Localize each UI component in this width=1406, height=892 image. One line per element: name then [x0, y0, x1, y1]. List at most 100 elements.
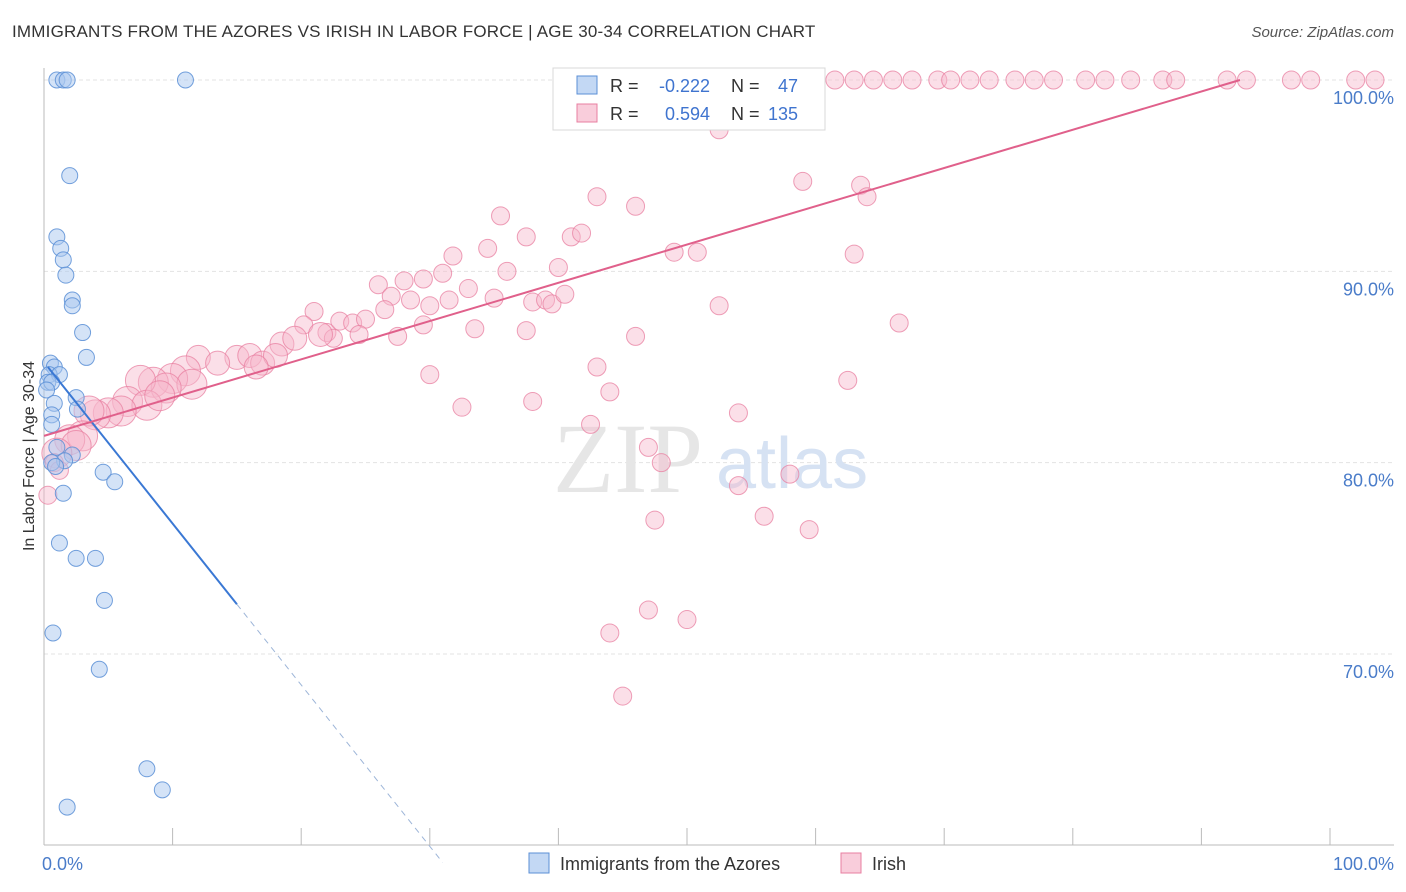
y-tick-label: 100.0%: [1333, 88, 1394, 108]
irish-point: [587, 187, 607, 207]
irish-point: [587, 357, 607, 377]
azores-point: [74, 324, 92, 342]
irish-point: [1281, 70, 1301, 90]
irish-point: [626, 326, 646, 346]
y-tick-label: 80.0%: [1343, 471, 1394, 491]
axes: [43, 68, 1394, 846]
irish-point: [793, 171, 813, 191]
x-tick-label-max: 100.0%: [1333, 854, 1394, 874]
irish-point: [433, 263, 453, 283]
irish-trend-line: [43, 79, 1241, 437]
azores-point: [58, 71, 76, 89]
x-tick-labels: 0.0% 100.0%: [42, 854, 1394, 874]
irish-point: [883, 70, 903, 90]
watermark-zip: ZIP: [553, 403, 703, 514]
irish-point: [838, 370, 858, 390]
legend-r-label-irish: R =: [610, 104, 639, 124]
irish-point: [709, 296, 729, 316]
irish-point: [799, 520, 819, 540]
irish-point: [626, 196, 646, 216]
azores-point: [57, 266, 75, 284]
watermark-atlas: atlas: [716, 424, 868, 504]
irish-point: [205, 350, 231, 376]
irish-point: [651, 453, 671, 473]
azores-point: [67, 549, 85, 567]
irish-point: [844, 70, 864, 90]
azores-point: [48, 438, 66, 456]
bottom-legend: Immigrants from the Azores Irish: [528, 852, 906, 874]
chart-source: Source: ZipAtlas.com: [1251, 24, 1394, 41]
irish-point: [825, 70, 845, 90]
azores-point: [176, 71, 194, 89]
irish-point: [548, 258, 568, 278]
azores-point: [58, 798, 76, 816]
irish-point: [1095, 70, 1115, 90]
azores-point: [68, 400, 86, 418]
azores-points: [38, 71, 194, 816]
chart-title: IMMIGRANTS FROM THE AZORES VS IRISH IN L…: [12, 22, 816, 41]
legend-swatch-azores: [576, 75, 598, 95]
legend: R = -0.222 N = 47 R = 0.594 N = 135: [552, 67, 826, 131]
irish-point: [754, 506, 774, 526]
azores-point: [47, 457, 65, 475]
azores-point: [106, 473, 124, 491]
irish-point: [941, 70, 961, 90]
azores-point: [94, 463, 112, 481]
azores-point: [77, 348, 95, 366]
irish-point: [516, 321, 536, 341]
watermark: ZIP atlas: [553, 403, 868, 514]
azores-point: [43, 415, 61, 433]
irish-point: [600, 623, 620, 643]
irish-point: [677, 610, 697, 630]
irish-point: [394, 271, 414, 291]
irish-point: [157, 362, 189, 394]
bottom-legend-label-irish: Irish: [872, 854, 906, 874]
azores-point: [38, 381, 56, 399]
irish-point: [844, 244, 864, 264]
irish-point: [1166, 70, 1186, 90]
legend-n-label-irish: N =: [731, 104, 760, 124]
azores-point: [86, 549, 104, 567]
irish-point: [176, 368, 208, 400]
azores-point: [54, 251, 72, 269]
irish-point: [863, 70, 883, 90]
irish-point: [349, 324, 369, 344]
azores-point: [95, 591, 113, 609]
irish-point: [555, 284, 575, 304]
irish-point: [600, 382, 620, 402]
irish-points: [38, 70, 1385, 706]
azores-point: [61, 167, 79, 185]
irish-point: [728, 476, 748, 496]
irish-point: [902, 70, 922, 90]
legend-r-value-azores: -0.222: [659, 76, 710, 96]
irish-point: [38, 485, 58, 505]
azores-trend-line: [47, 366, 238, 605]
irish-point: [243, 354, 269, 380]
irish-point: [1301, 70, 1321, 90]
irish-point: [443, 246, 463, 266]
irish-point: [1044, 70, 1064, 90]
irish-point: [645, 510, 665, 530]
irish-point: [638, 437, 658, 457]
irish-point: [413, 269, 433, 289]
irish-point: [1024, 70, 1044, 90]
irish-point: [1076, 70, 1096, 90]
irish-point: [581, 414, 601, 434]
irish-point: [960, 70, 980, 90]
irish-point: [401, 290, 421, 310]
irish-point: [375, 300, 395, 320]
irish-point: [282, 325, 308, 351]
irish-point: [979, 70, 999, 90]
irish-point: [572, 223, 592, 243]
irish-point: [439, 290, 459, 310]
azores-point: [153, 781, 171, 799]
irish-point: [458, 279, 478, 299]
irish-point: [542, 294, 562, 314]
irish-point: [889, 313, 909, 333]
irish-point: [237, 343, 263, 369]
irish-point: [851, 175, 871, 195]
irish-point: [105, 395, 137, 427]
azores-point: [44, 624, 62, 642]
irish-point: [269, 331, 295, 357]
irish-point: [465, 319, 485, 339]
